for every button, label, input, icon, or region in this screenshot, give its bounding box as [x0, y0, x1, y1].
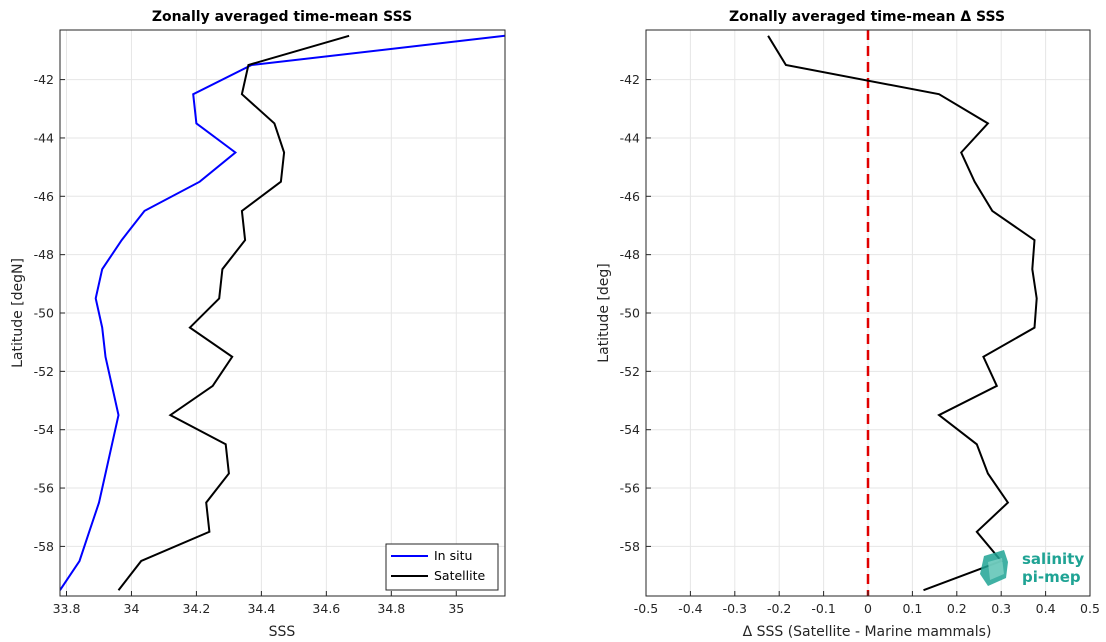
legend-label-in-situ: In situ: [434, 548, 472, 563]
y-tick-label: -54: [34, 422, 54, 437]
y-tick-label: -46: [620, 189, 640, 204]
chart-title: Zonally averaged time-mean SSS: [152, 9, 412, 25]
x-tick-label: 0: [864, 601, 872, 616]
tick-labels: 33.8 34 34.2 34.4 34.6 34.8 35 -42 -44 -46 -48 -50 -…: [34, 72, 465, 616]
y-tick-label: -44: [620, 130, 640, 145]
x-axis-label: Δ SSS (Satellite - Marine mammals): [743, 624, 992, 640]
grid: [60, 30, 505, 596]
axes-frame: [645, 29, 1091, 597]
axes-frame: [59, 29, 506, 597]
x-tick-label: -0.1: [811, 601, 835, 616]
series-line-delta-sss: [767, 35, 1038, 592]
x-tick-label: 34.8: [377, 601, 405, 616]
x-tick-label: 0.3: [991, 601, 1011, 616]
x-axis-label: SSS: [269, 624, 296, 640]
x-tick-label: 0.5: [1080, 601, 1100, 616]
x-tick-label: 0.4: [1036, 601, 1056, 616]
legend: In situ Satellite: [385, 543, 499, 591]
y-tick-label: -46: [34, 189, 54, 204]
x-tick-label: 34.6: [312, 601, 340, 616]
y-tick-label: -58: [620, 539, 640, 554]
y-tick-label: -52: [34, 364, 54, 379]
x-tick-label: -0.4: [678, 601, 702, 616]
y-tick-label: -50: [34, 306, 54, 321]
y-axis-label: Latitude [deg]: [596, 263, 612, 362]
x-tick-label: 34.4: [247, 601, 275, 616]
x-tick-label: 33.8: [53, 601, 81, 616]
logo-cube-shade: [988, 558, 1004, 580]
x-tick-label: -0.3: [723, 601, 747, 616]
logo-text-line1: salinity: [1022, 550, 1084, 568]
x-tick-label: 34.2: [183, 601, 211, 616]
salinity-pi-mep-logo: salinity pi-mep: [980, 550, 1084, 586]
legend-label-satellite: Satellite: [434, 568, 486, 583]
sss-chart: Zonally averaged time-mean SSS SSS Latit…: [10, 9, 506, 640]
y-tick-label: -52: [620, 364, 640, 379]
logo-text-line2: pi-mep: [1022, 568, 1081, 586]
x-tick-label: 34: [124, 601, 140, 616]
chart-title: Zonally averaged time-mean Δ SSS: [729, 9, 1005, 25]
tick-labels: -0.5 -0.4 -0.3 -0.2 -0.1 0 0.1 0.2 0.3 0.4 0.5 -42 -…: [620, 72, 1100, 616]
x-tick-label: -0.5: [634, 601, 658, 616]
x-tick-label: 0.1: [902, 601, 922, 616]
y-tick-label: -54: [620, 422, 640, 437]
series-line-in-situ: [60, 34, 505, 591]
y-tick-label: -42: [34, 72, 54, 87]
y-tick-label: -44: [34, 130, 54, 145]
delta-sss-chart: Zonally averaged time-mean Δ SSS Δ SSS (…: [596, 9, 1100, 640]
y-tick-label: -48: [34, 247, 54, 262]
legend-box: [385, 543, 499, 591]
y-tick-label: -56: [34, 481, 54, 496]
y-tick-label: -48: [620, 247, 640, 262]
y-tick-label: -50: [620, 306, 640, 321]
series-line-satellite: [117, 34, 350, 591]
x-tick-label: -0.2: [767, 601, 791, 616]
plot-area: [60, 34, 505, 591]
y-tick-label: -42: [620, 72, 640, 87]
x-tick-label: 0.2: [947, 601, 967, 616]
plot-area: [767, 30, 1038, 596]
y-axis-label: Latitude [degN]: [10, 258, 26, 368]
x-tick-label: 35: [448, 601, 464, 616]
y-tick-label: -58: [34, 539, 54, 554]
y-tick-label: -56: [620, 481, 640, 496]
